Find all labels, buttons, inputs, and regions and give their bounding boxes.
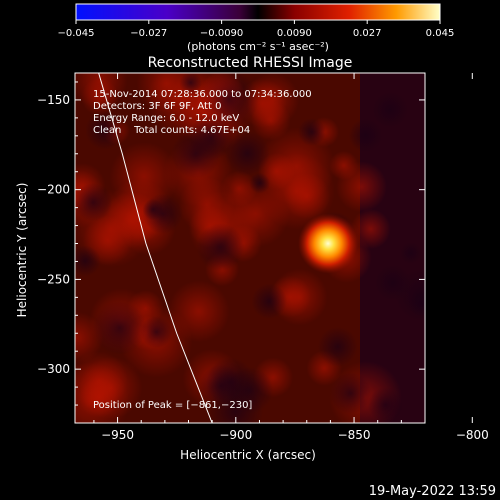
texture-blob (329, 150, 359, 181)
colorbar-tick-label: −0.045 (57, 28, 94, 39)
texture-blob (178, 176, 235, 234)
texture-dark-blob (140, 315, 173, 349)
x-tick-label: −850 (338, 428, 371, 442)
texture-dark-blob (249, 172, 271, 194)
x-axis: −950 −900 −850 −800 (93, 73, 489, 442)
texture-dark-blob (142, 198, 164, 221)
colorbar-tick-label: −0.027 (130, 28, 167, 39)
annotation-clean-counts: Clean Total counts: 4.67E+04 (93, 125, 250, 136)
texture-blob (79, 356, 143, 419)
colorbar: −0.045 −0.027 −0.0090 0.0090 0.027 0.045 (pho… (57, 3, 454, 53)
chart-title: Reconstructed RHESSI Image (148, 55, 353, 71)
colorbar-tick-label: −0.0090 (200, 28, 243, 39)
texture-blob (81, 78, 119, 116)
colorbar-tick-label: 0.0090 (277, 28, 312, 39)
texture-dark-blob (329, 372, 372, 415)
colorbar-units: (photons cm⁻² s⁻¹ asec⁻²) (187, 40, 329, 53)
colorbar-ticks: −0.045 −0.027 −0.0090 0.0090 0.027 0.045 (57, 20, 454, 39)
annotation-energy-range: Energy Range: 6.0 - 12.0 keV (93, 113, 239, 124)
peak-position-label: Position of Peak = [−861,−230] (93, 400, 252, 411)
texture-blob (258, 153, 335, 230)
footer-date: 19-May-2022 13:59 (369, 484, 496, 499)
colorbar-tick-label: 0.045 (426, 28, 455, 39)
annotation-time-range: 15-Nov-2014 07:28:36.000 to 07:34:36.000 (93, 89, 312, 100)
y-tick-label: −150 (37, 93, 70, 107)
texture-dark-blob (374, 264, 411, 301)
texture-dark-blob (75, 245, 101, 277)
colorbar-gradient (75, 3, 441, 21)
y-axis-label: Heliocentric Y (arcsec) (15, 183, 29, 318)
colorbar-tick-label: 0.027 (353, 28, 382, 39)
heatmap-texture (75, 73, 425, 423)
y-tick-label: −250 (37, 272, 70, 286)
texture-dark-blob (224, 130, 270, 177)
texture-dark-blob (371, 91, 409, 128)
x-tick-label: −950 (101, 428, 134, 442)
texture-dark-blob (317, 326, 358, 367)
texture-dark-blob (297, 118, 326, 147)
texture-dark-blob (251, 283, 288, 320)
y-axis: −150 −200 −250 −300 (37, 81, 425, 406)
solar-limb (98, 73, 213, 423)
x-axis-label: Heliocentric X (arcsec) (180, 448, 316, 462)
texture-dark-blob (348, 118, 383, 153)
texture-dark-blob (196, 223, 245, 272)
texture-dark-blob (75, 182, 113, 222)
texture-dark-blob (92, 300, 147, 355)
texture-dark-blob (400, 242, 422, 264)
x-tick-label: −900 (219, 428, 252, 442)
texture-dark-blob (199, 364, 243, 408)
texture-dark-blob (408, 290, 425, 317)
y-tick-label: −300 (37, 362, 70, 376)
annotation-detectors: Detectors: 3F 6F 9F, Att 0 (93, 101, 221, 112)
texture-dark-blob (179, 73, 202, 94)
annotations: 15-Nov-2014 07:28:36.000 to 07:34:36.000… (93, 89, 312, 411)
texture-dark-blob (171, 129, 221, 179)
peak-source (298, 213, 359, 274)
heatmap-image (75, 73, 425, 423)
y-tick-label: −200 (37, 183, 70, 197)
x-tick-label: −800 (456, 428, 489, 442)
plot-frame (74, 72, 426, 424)
texture-dark-blob (85, 110, 125, 150)
texture-dark-blob (367, 387, 404, 423)
